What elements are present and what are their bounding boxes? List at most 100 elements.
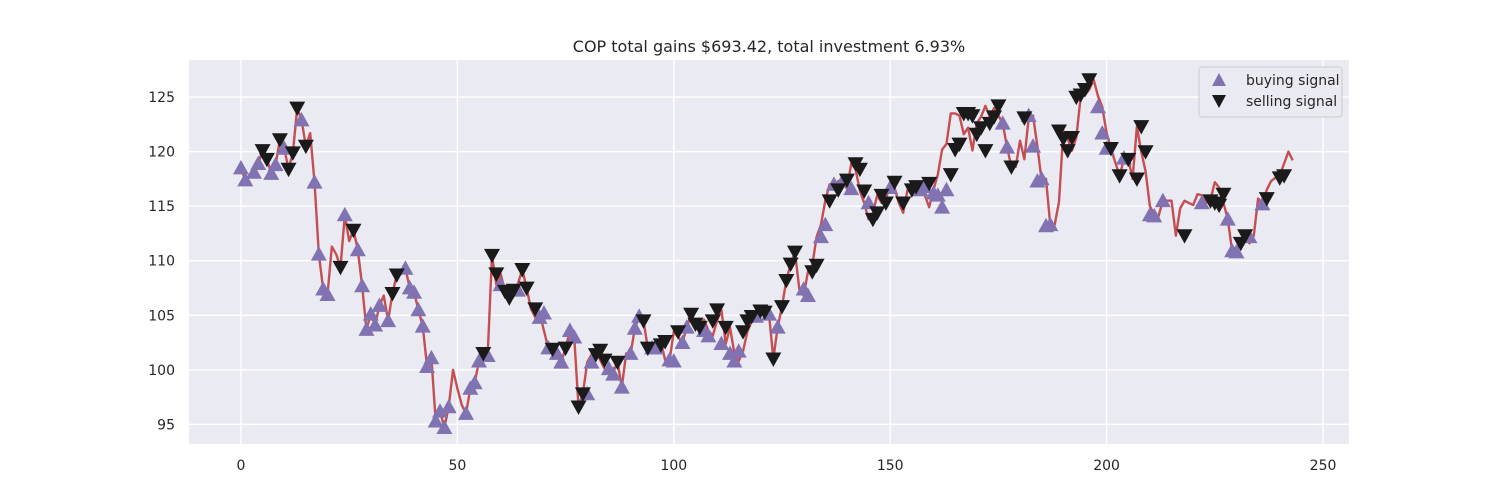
sell-signal-marker: [1128, 172, 1145, 187]
axis-ticks: 0 50 100 150 200 250 95 100 105 110 115 120 125: [148, 90, 1336, 474]
buy-signal-marker: [1033, 170, 1050, 186]
sell-signal-marker: [254, 144, 271, 159]
sell-signal-marker: [986, 110, 1003, 125]
buy-signal-marker: [1146, 208, 1163, 223]
buy-signal-marker: [232, 160, 249, 175]
buy-signal-marker: [267, 156, 284, 172]
sell-signal-marker: [735, 325, 752, 340]
sell-signal-marker: [258, 152, 275, 168]
buy-signal-marker: [471, 353, 487, 368]
sell-signal-marker: [388, 268, 405, 283]
buy-signal-marker: [410, 301, 427, 317]
sell-signal-marker: [990, 99, 1007, 114]
buy-signal-marker: [929, 187, 946, 202]
buy-signal-marker: [1089, 98, 1106, 114]
x-tick-label: 150: [877, 458, 904, 474]
sell-signal-marker: [830, 183, 847, 198]
buy-signal-marker: [700, 328, 717, 343]
sell-signal-marker: [977, 144, 994, 159]
sell-signal-marker: [773, 300, 790, 315]
sell-signal-marker: [964, 109, 981, 124]
buy-signal-marker: [406, 284, 423, 299]
buy-signal-marker: [999, 139, 1016, 154]
buy-signal-marker: [414, 318, 431, 333]
buy-signal-marker: [427, 413, 444, 428]
buy-signal-marker: [380, 312, 397, 328]
buy-signal-marker: [799, 287, 816, 303]
plot-background: [189, 60, 1349, 444]
sell-signal-marker: [1063, 131, 1080, 146]
sell-signal-marker: [1176, 229, 1193, 244]
sell-signal-marker: [856, 184, 873, 199]
buy-signal-marker: [1254, 196, 1271, 211]
buy-signal-marker: [938, 181, 955, 197]
sell-signal-marker: [877, 196, 894, 211]
sell-signal-marker: [1081, 73, 1098, 88]
sell-signal-marker: [1051, 124, 1067, 139]
buy-signal-marker: [713, 335, 730, 351]
buy-signal-marker: [263, 165, 280, 180]
sell-signal-marker: [691, 320, 708, 336]
buy-signal-marker: [583, 354, 600, 369]
y-tick-label: 115: [148, 199, 175, 215]
sell-signal-marker: [756, 305, 773, 320]
sell-signal-marker: [271, 133, 288, 148]
buy-signal-marker: [665, 353, 682, 368]
buy-signal-marker: [1228, 244, 1245, 259]
sell-signal-marker: [1059, 144, 1076, 159]
sell-signal-marker: [609, 355, 626, 371]
buy-signal-marker: [674, 334, 691, 349]
buy-signal-marker: [358, 321, 375, 336]
y-tick-label: 105: [148, 308, 175, 324]
sell-signal-marker: [1003, 160, 1020, 175]
y-tick-label: 110: [148, 254, 175, 270]
buy-signal-marker: [293, 112, 310, 127]
sell-signal-marker: [942, 168, 959, 183]
sell-signal-marker: [527, 302, 544, 317]
sell-signal-marker: [570, 400, 587, 415]
buy-signal-marker: [349, 241, 366, 257]
sell-signal-marker: [1120, 152, 1137, 168]
buy-signal-marker: [566, 329, 583, 344]
sell-signal-marker: [1111, 169, 1128, 184]
x-tick-label: 50: [448, 458, 466, 474]
buy-signal-marker: [458, 405, 475, 420]
x-tick-label: 0: [236, 458, 245, 474]
buy-signal-marker: [860, 194, 877, 210]
legend-box: [1198, 66, 1343, 118]
x-tick-label: 100: [660, 458, 687, 474]
buy-signal-marker: [605, 366, 622, 381]
chart-title: COP total gains $693.42, total investmen…: [573, 37, 965, 56]
sell-signal-marker: [483, 248, 500, 264]
sell-signal-marker: [782, 257, 799, 272]
sell-signal-marker: [895, 196, 912, 211]
buy-signal-marker: [1094, 125, 1111, 140]
buy-signal-marker: [726, 353, 743, 368]
sell-signal-marker: [635, 314, 652, 329]
buy-signal-marker: [362, 306, 379, 321]
sell-signal-marker: [1215, 187, 1232, 203]
sell-signal-marker: [1102, 141, 1119, 157]
sell-signal-marker: [869, 206, 886, 221]
legend-sell-label: selling signal: [1246, 94, 1337, 110]
sell-signal-marker: [821, 194, 838, 209]
sell-signal-marker: [639, 341, 656, 356]
buy-signal-marker: [1193, 194, 1210, 210]
buy-signal-marker: [250, 155, 267, 171]
sell-signal-marker: [908, 180, 925, 195]
sell-signal-marker: [765, 352, 782, 367]
buy-signal-marker: [245, 164, 262, 179]
buy-signal-marker: [1042, 216, 1059, 232]
buy-signal-marker: [336, 206, 353, 222]
sell-signal-marker: [743, 309, 760, 325]
buy-signal-marker: [419, 358, 436, 373]
sell-signal-marker: [704, 314, 721, 329]
sell-signal-marker: [1211, 198, 1228, 214]
buy-signal-marker: [934, 199, 951, 214]
x-tick-label: 250: [1310, 458, 1337, 474]
legend-sell-marker: [1212, 95, 1226, 108]
y-tick-label: 95: [157, 417, 175, 433]
sell-signal-marker: [514, 263, 531, 278]
sell-signal-marker: [384, 287, 401, 302]
sell-signal-marker: [488, 267, 505, 282]
